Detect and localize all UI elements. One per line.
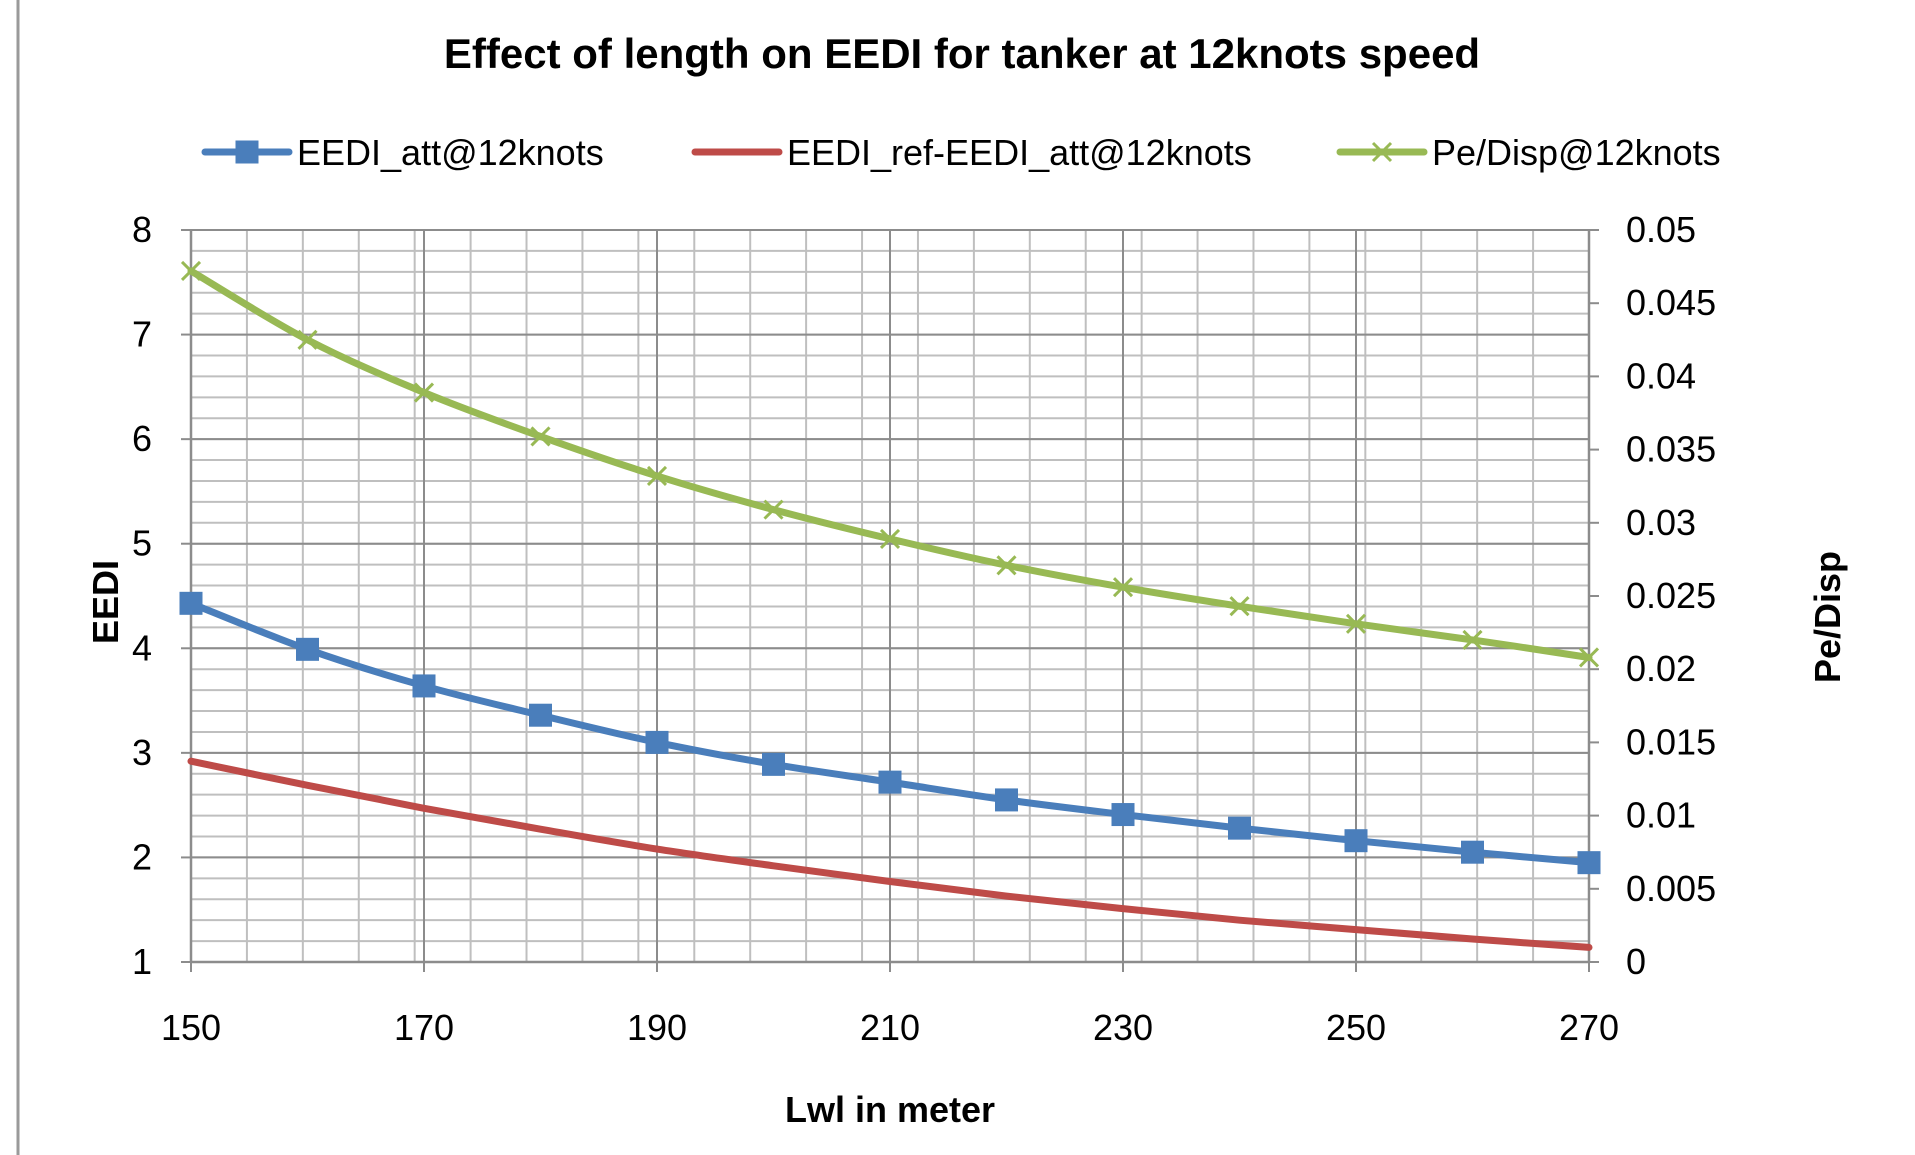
data-point-eedi-att-12knots [762, 752, 785, 776]
data-point-eedi-att-12knots [878, 770, 902, 794]
data-point-pe-disp-12knots [646, 465, 668, 487]
chart-title: Effect of length on EEDI for tanker at 1… [444, 30, 1480, 77]
y2-axis-title: Pe/Disp [1807, 551, 1848, 683]
axis-layer: 1 2 3 4 5 6 7 8 0 0.005 0.01 0.015 0.02 0.025 0.03 0.03… [132, 209, 1716, 1048]
y2-tick-label: 0.035 [1626, 429, 1716, 470]
x-tick-label: 190 [627, 1007, 687, 1048]
legend-marker-pe-disp-12knots [1371, 141, 1393, 163]
data-point-pe-disp-12knots-stroke [1345, 613, 1367, 634]
legend-label-eedi-att-12knots: EEDI_att@12knots [297, 132, 604, 173]
data-point-pe-disp-12knots [996, 555, 1017, 576]
y-tick-label: 5 [132, 523, 152, 564]
data-point-pe-disp-12knots-stroke [413, 382, 435, 403]
data-point-eedi-att-12knots [1228, 816, 1251, 840]
y2-tick-label: 0.03 [1626, 502, 1696, 543]
y2-tick-label: 0.015 [1626, 721, 1716, 762]
data-point-pe-disp-12knots-stroke [180, 260, 202, 282]
y-tick-label: 4 [132, 627, 152, 668]
y2-tick-label: 0.045 [1626, 282, 1716, 323]
data-point-pe-disp-12knots-stroke [879, 528, 901, 549]
x-tick-label: 230 [1093, 1007, 1153, 1048]
y2-tick-label: 0.05 [1626, 209, 1696, 250]
y2-tick-label: 0.04 [1626, 355, 1696, 396]
data-point-pe-disp-12knots [879, 528, 901, 549]
legend-label-eedi-ref-eedi-att-12knots: EEDI_ref-EEDI_att@12knots [787, 132, 1252, 173]
data-point-pe-disp-12knots [530, 426, 551, 447]
data-point-pe-disp-12knots [413, 382, 435, 403]
series-layer [179, 260, 1601, 951]
data-point-eedi-att-12knots [412, 674, 436, 698]
data-point-eedi-att-12knots [1344, 829, 1368, 853]
data-point-eedi-att-12knots [995, 788, 1018, 812]
data-point-pe-disp-12knots-stroke [1578, 647, 1600, 668]
data-point-pe-disp-12knots-stroke [646, 465, 668, 487]
data-point-eedi-att-12knots [296, 637, 319, 661]
data-point-pe-disp-12knots [1112, 577, 1134, 598]
y-tick-label: 1 [132, 941, 152, 982]
y2-tick-label: 0.025 [1626, 575, 1716, 616]
legend: EEDI_att@12knots EEDI_ref-EEDI_att@12knot… [201, 132, 1721, 173]
x-axis-title: Lwl in meter [785, 1089, 995, 1130]
data-point-eedi-att-12knots [1111, 803, 1135, 827]
data-point-pe-disp-12knots [1229, 596, 1250, 617]
data-point-pe-disp-12knots [1345, 613, 1367, 634]
x-tick-label: 210 [860, 1007, 920, 1048]
data-point-eedi-att-12knots [179, 591, 203, 615]
data-point-pe-disp-12knots [297, 329, 318, 350]
y-tick-label: 8 [132, 209, 152, 250]
data-point-eedi-att-12knots [1461, 840, 1484, 864]
data-point-pe-disp-12knots [180, 260, 202, 282]
data-point-pe-disp-12knots-stroke [763, 499, 784, 520]
y-tick-label: 3 [132, 732, 152, 773]
data-point-pe-disp-12knots-stroke [1229, 596, 1250, 617]
y2-tick-label: 0.02 [1626, 648, 1696, 689]
y2-tick-label: 0.005 [1626, 868, 1716, 909]
legend-marker-eedi-att-12knots [235, 140, 259, 164]
grid-layer [190, 229, 1590, 963]
data-point-pe-disp-12knots-stroke [1112, 577, 1134, 598]
data-point-pe-disp-12knots [763, 499, 784, 520]
x-tick-label: 270 [1559, 1007, 1619, 1048]
data-point-pe-disp-12knots [1578, 647, 1600, 668]
y2-tick-label: 0.01 [1626, 795, 1696, 836]
y2-tick-label: 0 [1626, 941, 1646, 982]
y-tick-label: 2 [132, 836, 152, 877]
data-point-pe-disp-12knots-stroke [297, 329, 318, 350]
data-point-pe-disp-12knots [1462, 629, 1483, 650]
data-point-pe-disp-12knots-stroke [1462, 629, 1483, 650]
data-point-eedi-att-12knots [1577, 851, 1601, 875]
y-tick-label: 7 [132, 314, 152, 355]
data-point-pe-disp-12knots-stroke [996, 555, 1017, 576]
x-tick-label: 250 [1326, 1007, 1386, 1048]
x-tick-label: 150 [161, 1007, 221, 1048]
y-axis-title: EEDI [85, 560, 126, 644]
data-point-eedi-att-12knots [645, 730, 669, 754]
data-point-pe-disp-12knots-stroke [530, 426, 551, 447]
series-line-eedi-ref-eedi-att-12knots [187, 757, 1593, 951]
legend-label-pe-disp-12knots: Pe/Disp@12knots [1432, 132, 1721, 173]
x-tick-label: 170 [394, 1007, 454, 1048]
data-point-eedi-att-12knots [529, 703, 552, 727]
legend-marker-pe-disp-12knots-stroke [1371, 141, 1393, 163]
y-tick-label: 6 [132, 418, 152, 459]
